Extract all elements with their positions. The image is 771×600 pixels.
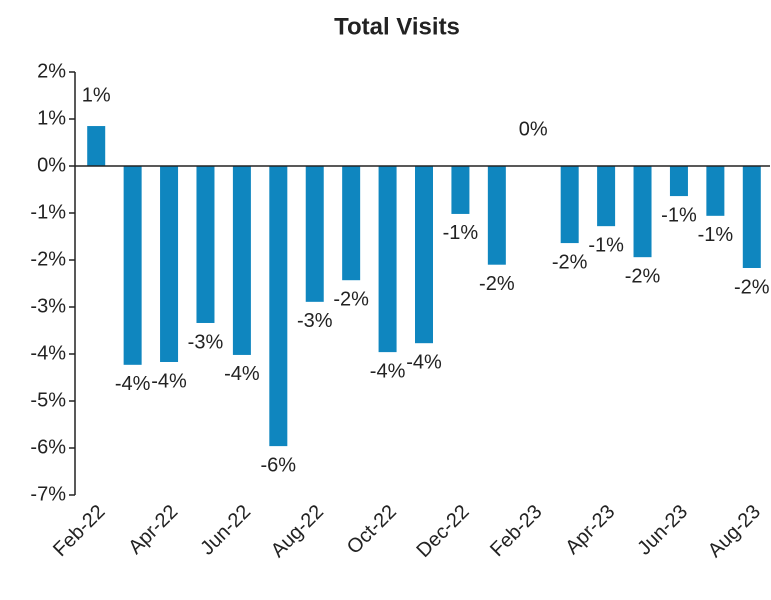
- bar: [269, 166, 288, 447]
- bar: [305, 166, 324, 302]
- x-tick-label: Dec-22: [413, 501, 474, 562]
- x-tick-label: Feb-22: [49, 501, 109, 561]
- value-label: -2%: [552, 251, 588, 273]
- bar: [232, 166, 251, 355]
- value-label: -2%: [625, 265, 661, 287]
- bar: [196, 166, 215, 323]
- bar: [742, 166, 761, 268]
- bar: [160, 166, 179, 362]
- x-tick-label: Jun-23: [633, 501, 692, 560]
- value-label: -6%: [261, 454, 297, 476]
- value-label: -4%: [115, 373, 151, 395]
- bar: [342, 166, 361, 281]
- y-tick-label: -7%: [30, 483, 66, 505]
- bar: [487, 166, 506, 265]
- bar: [706, 166, 725, 216]
- x-tick-label: Jun-22: [196, 501, 255, 560]
- y-tick-label: 1%: [37, 107, 66, 129]
- value-label: 1%: [82, 84, 111, 106]
- y-tick-label: -5%: [30, 389, 66, 411]
- bar: [87, 126, 106, 166]
- bar: [560, 166, 579, 244]
- y-tick-label: 2%: [37, 60, 66, 82]
- value-label: -1%: [443, 222, 479, 244]
- x-tick-label: Apr-23: [561, 501, 619, 559]
- y-tick-label: -6%: [30, 436, 66, 458]
- bar: [378, 166, 397, 353]
- value-label: -2%: [333, 288, 369, 310]
- value-label: -4%: [406, 351, 442, 373]
- x-tick-label: Aug-23: [704, 501, 765, 562]
- bar: [597, 166, 616, 227]
- y-tick-label: -4%: [30, 342, 66, 364]
- x-tick-label: Apr-22: [124, 501, 182, 559]
- y-tick-label: 0%: [37, 154, 66, 176]
- value-label: -1%: [661, 204, 697, 226]
- value-label: -4%: [151, 370, 187, 392]
- y-tick-label: -2%: [30, 248, 66, 270]
- chart-title: Total Visits: [334, 13, 460, 40]
- bar: [669, 166, 688, 197]
- y-tick-label: -3%: [30, 295, 66, 317]
- value-label: -4%: [224, 363, 260, 385]
- value-label: 0%: [519, 118, 548, 140]
- value-label: -1%: [698, 224, 734, 246]
- bar: [633, 166, 652, 258]
- x-tick-label: Aug-22: [267, 501, 328, 562]
- bar: [415, 166, 433, 344]
- bar: [451, 166, 470, 214]
- value-label: -2%: [479, 273, 515, 295]
- value-label: -2%: [734, 276, 770, 298]
- value-label: -3%: [188, 331, 224, 353]
- x-tick-label: Oct-22: [343, 501, 401, 559]
- x-tick-label: Feb-23: [486, 501, 546, 561]
- value-label: -3%: [297, 310, 333, 332]
- y-tick-label: -1%: [30, 201, 66, 223]
- bar: [123, 166, 142, 365]
- value-label: -4%: [370, 360, 406, 382]
- value-label: -1%: [588, 234, 624, 256]
